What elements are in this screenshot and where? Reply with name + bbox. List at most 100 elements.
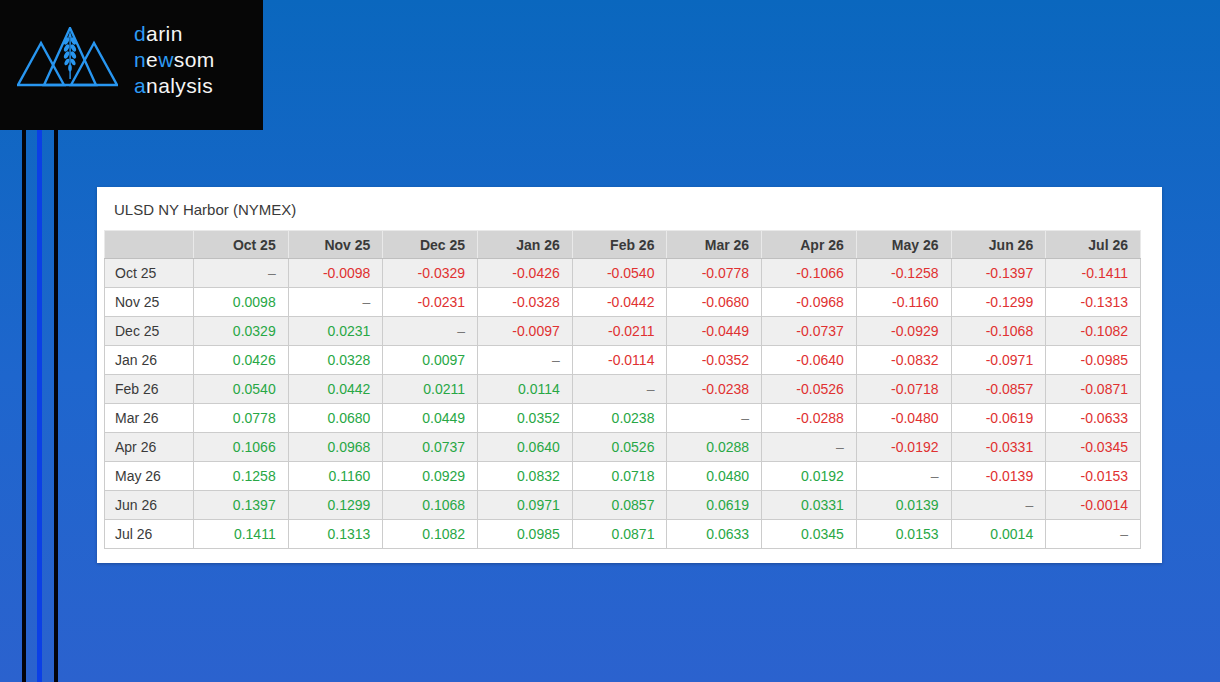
row-header: Jun 26 <box>105 491 194 520</box>
spread-value-cell: 0.0737 <box>383 433 478 462</box>
spread-value-cell: -0.1411 <box>1046 259 1141 288</box>
spread-value-cell: -0.0640 <box>762 346 857 375</box>
spread-value-cell: 0.1258 <box>194 462 289 491</box>
column-header: Jan 26 <box>478 231 573 259</box>
spread-value-cell: -0.0442 <box>572 288 667 317</box>
spread-value-cell: -0.0238 <box>667 375 762 404</box>
spread-value-cell: -0.0014 <box>1046 491 1141 520</box>
column-header: Jul 26 <box>1046 231 1141 259</box>
spread-value-cell: 0.0114 <box>478 375 573 404</box>
table-title: ULSD NY Harbor (NYMEX) <box>97 187 1162 230</box>
row-header: Oct 25 <box>105 259 194 288</box>
spread-value-cell: 0.0139 <box>856 491 951 520</box>
column-header: May 26 <box>856 231 951 259</box>
column-header: Mar 26 <box>667 231 762 259</box>
spread-value-cell: -0.0778 <box>667 259 762 288</box>
table-row: Feb 260.05400.04420.02110.0114–-0.0238-0… <box>105 375 1141 404</box>
spread-value-cell: 0.0985 <box>478 520 573 549</box>
spread-value-cell: -0.0231 <box>383 288 478 317</box>
spread-value-cell: 0.0449 <box>383 404 478 433</box>
spread-value-cell: -0.0985 <box>1046 346 1141 375</box>
decor-stripe-black-left <box>22 130 26 682</box>
spread-value-cell: -0.0971 <box>951 346 1046 375</box>
spread-value-cell: 0.1082 <box>383 520 478 549</box>
spread-value-cell: -0.0153 <box>1046 462 1141 491</box>
spread-value-cell: -0.0097 <box>478 317 573 346</box>
column-header: Nov 25 <box>288 231 383 259</box>
spread-value-cell: -0.0680 <box>667 288 762 317</box>
spread-value-cell: -0.0480 <box>856 404 951 433</box>
spread-value-cell: 0.0442 <box>288 375 383 404</box>
spread-value-cell: 0.0540 <box>194 375 289 404</box>
spread-value-cell: 0.0633 <box>667 520 762 549</box>
spread-value-cell: -0.0540 <box>572 259 667 288</box>
spread-value-cell: 0.0619 <box>667 491 762 520</box>
row-header: Jul 26 <box>105 520 194 549</box>
row-header: Apr 26 <box>105 433 194 462</box>
header-corner-cell <box>105 231 194 259</box>
spread-value-cell: – <box>856 462 951 491</box>
spread-value-cell: -0.0139 <box>951 462 1046 491</box>
spread-value-cell: 0.0014 <box>951 520 1046 549</box>
spread-value-cell: 0.1068 <box>383 491 478 520</box>
spread-value-cell: -0.0352 <box>667 346 762 375</box>
spread-value-cell: 0.0329 <box>194 317 289 346</box>
spread-value-cell: 0.0857 <box>572 491 667 520</box>
spread-value-cell: 0.0345 <box>762 520 857 549</box>
spread-value-cell: -0.1397 <box>951 259 1046 288</box>
spread-value-cell: -0.1258 <box>856 259 951 288</box>
spread-value-cell: 0.1066 <box>194 433 289 462</box>
spread-value-cell: -0.0114 <box>572 346 667 375</box>
spread-value-cell: 0.0871 <box>572 520 667 549</box>
table-row: Oct 25–-0.0098-0.0329-0.0426-0.0540-0.07… <box>105 259 1141 288</box>
table-row: Jun 260.13970.12990.10680.09710.08570.06… <box>105 491 1141 520</box>
spread-value-cell: 0.0968 <box>288 433 383 462</box>
spread-value-cell: 0.0971 <box>478 491 573 520</box>
mountains-wheat-icon <box>17 27 118 88</box>
spread-value-cell: -0.1068 <box>951 317 1046 346</box>
table-row: Mar 260.07780.06800.04490.03520.0238–-0.… <box>105 404 1141 433</box>
spread-value-cell: 0.0331 <box>762 491 857 520</box>
spread-value-cell: – <box>667 404 762 433</box>
spread-value-cell: -0.0619 <box>951 404 1046 433</box>
spread-value-cell: -0.0737 <box>762 317 857 346</box>
spread-value-cell: 0.1299 <box>288 491 383 520</box>
spread-value-cell: -0.0329 <box>383 259 478 288</box>
spread-value-cell: -0.0871 <box>1046 375 1141 404</box>
spread-value-cell: – <box>951 491 1046 520</box>
spread-value-cell: 0.0098 <box>194 288 289 317</box>
spread-value-cell: -0.0968 <box>762 288 857 317</box>
spread-value-cell: -0.0331 <box>951 433 1046 462</box>
spread-value-cell: 0.0929 <box>383 462 478 491</box>
spread-value-cell: 0.0288 <box>667 433 762 462</box>
spread-value-cell: – <box>1046 520 1141 549</box>
spread-value-cell: 0.0153 <box>856 520 951 549</box>
spread-value-cell: -0.0211 <box>572 317 667 346</box>
spread-value-cell: 0.0832 <box>478 462 573 491</box>
spread-value-cell: 0.1160 <box>288 462 383 491</box>
row-header: Feb 26 <box>105 375 194 404</box>
spread-value-cell: -0.0633 <box>1046 404 1141 433</box>
decor-stripe-black-right <box>54 130 58 682</box>
column-header: Jun 26 <box>951 231 1046 259</box>
table-row: Jan 260.04260.03280.0097–-0.0114-0.0352-… <box>105 346 1141 375</box>
row-header: Nov 25 <box>105 288 194 317</box>
table-row: Jul 260.14110.13130.10820.09850.08710.06… <box>105 520 1141 549</box>
column-header: Oct 25 <box>194 231 289 259</box>
spread-value-cell: -0.1082 <box>1046 317 1141 346</box>
brand-logo: darinnewsomanalysis <box>0 0 263 130</box>
spread-value-cell: 0.0680 <box>288 404 383 433</box>
spread-value-cell: -0.0718 <box>856 375 951 404</box>
table-row: Apr 260.10660.09680.07370.06400.05260.02… <box>105 433 1141 462</box>
spread-value-cell: 0.0426 <box>194 346 289 375</box>
table-header: Oct 25Nov 25Dec 25Jan 26Feb 26Mar 26Apr … <box>105 231 1141 259</box>
brand-wordmark-line: darin <box>134 21 215 47</box>
brand-wordmark-line: analysis <box>134 73 215 99</box>
spread-value-cell: -0.1160 <box>856 288 951 317</box>
spread-value-cell: -0.0192 <box>856 433 951 462</box>
spread-value-cell: 0.0097 <box>383 346 478 375</box>
column-header: Apr 26 <box>762 231 857 259</box>
spread-matrix-table: Oct 25Nov 25Dec 25Jan 26Feb 26Mar 26Apr … <box>104 230 1141 549</box>
spread-value-cell: – <box>762 433 857 462</box>
spread-value-cell: 0.0192 <box>762 462 857 491</box>
